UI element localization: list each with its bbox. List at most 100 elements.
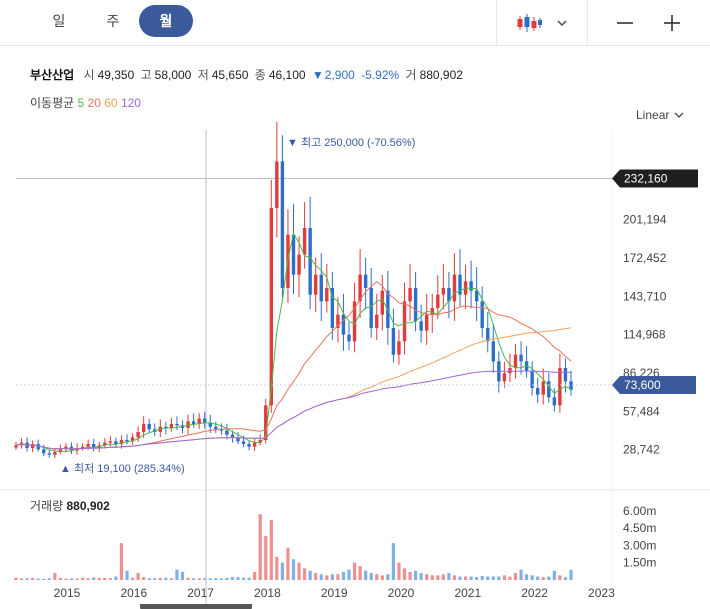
candle-body — [214, 426, 218, 430]
candle-body — [380, 290, 384, 315]
volume-bar — [441, 574, 445, 580]
candle-body — [219, 429, 224, 431]
moving-average-legend: 이동평균 5 20 60 120 — [30, 94, 141, 111]
candle-body — [369, 288, 373, 328]
y-tick-label: 114,968 — [623, 328, 666, 342]
candle-body — [203, 418, 207, 423]
moving-average-line — [15, 281, 572, 450]
low-value: 45,650 — [211, 68, 249, 82]
x-tick-label: 2016 — [120, 586, 147, 600]
volume-bar — [108, 578, 112, 580]
chevron-down-icon — [674, 112, 684, 118]
zoom-out-button[interactable] — [605, 0, 645, 46]
volume-bar — [125, 570, 129, 580]
volume-bar — [402, 568, 407, 580]
volume-bar — [119, 543, 124, 580]
candle-body — [119, 440, 124, 444]
candle-body — [314, 274, 318, 295]
candle-body — [175, 424, 179, 426]
candle-body — [47, 453, 51, 455]
candle-body — [302, 228, 307, 255]
volume-bar — [214, 578, 218, 580]
high-label: 고 — [140, 68, 152, 82]
candle-body — [558, 368, 562, 406]
volume-bar — [31, 577, 35, 580]
volume-bar — [369, 573, 373, 580]
volume-bar — [53, 573, 57, 580]
volume-bar — [358, 566, 362, 580]
candle-body — [225, 430, 229, 435]
candle-body — [14, 445, 18, 448]
volume-bar — [536, 576, 540, 580]
candle-body — [308, 228, 312, 295]
candle-body — [430, 308, 434, 315]
crosshair-price-value: 232,160 — [624, 171, 668, 185]
candle-body — [92, 444, 96, 448]
candle-body — [58, 449, 63, 452]
chart-type-dropdown[interactable] — [497, 0, 587, 46]
candle-body — [458, 274, 462, 295]
volume-bar — [58, 577, 62, 580]
volume-bar — [425, 574, 429, 580]
candle-body — [330, 288, 335, 328]
volume-bar — [397, 562, 401, 580]
volume-bar — [25, 578, 29, 580]
ma-20: 20 — [87, 96, 101, 110]
change-percent: -5.92% — [361, 68, 400, 82]
volume-bar — [569, 569, 573, 580]
candle-body — [297, 254, 301, 275]
candle-body — [125, 440, 129, 442]
plus-icon — [664, 15, 680, 31]
moving-average-line — [15, 231, 572, 453]
volume-bar — [530, 575, 534, 580]
volume-bar — [64, 578, 68, 580]
tab-monthly[interactable]: 월 — [139, 5, 193, 37]
candle-body — [275, 161, 279, 208]
tab-weekly[interactable]: 주 — [106, 13, 120, 29]
x-tick-label: 2023 — [588, 586, 615, 600]
volume-bar — [491, 576, 495, 580]
volume-bar — [525, 574, 529, 580]
volume-bar — [308, 570, 312, 580]
y-tick-label: 143,710 — [623, 289, 667, 303]
tab-daily[interactable]: 일 — [52, 13, 66, 29]
close-value: 46,100 — [268, 68, 306, 82]
volume-bar — [314, 573, 318, 580]
candle-body — [391, 328, 396, 355]
volume-bar — [552, 570, 556, 580]
volume-tick-label: 4.50m — [623, 521, 656, 535]
volume-bar — [247, 577, 251, 580]
volume-bar — [197, 578, 201, 580]
volume-bar — [219, 578, 223, 580]
candle-body — [114, 441, 118, 444]
candle-body — [319, 274, 323, 302]
candle-body — [552, 397, 557, 406]
volume-bar — [280, 562, 284, 580]
candle-body — [53, 452, 57, 455]
change-value: 2,900 — [324, 68, 355, 82]
stock-name: 부산산업 — [30, 68, 75, 82]
candle-body — [147, 424, 151, 430]
x-tick-label: 2015 — [54, 586, 81, 600]
volume-bar — [92, 577, 96, 580]
candle-body — [436, 294, 440, 308]
volume-label: 거 — [405, 68, 417, 82]
volume-bar — [475, 577, 479, 580]
volume-bar — [130, 577, 135, 580]
timeline-scrollbar — [140, 604, 252, 609]
volume-bar — [408, 571, 412, 580]
volume-bar — [447, 573, 451, 580]
high-value: 58,000 — [154, 68, 192, 82]
volume-bar — [114, 576, 118, 580]
volume-bar — [103, 577, 107, 580]
zoom-in-button[interactable] — [652, 0, 692, 46]
ma-60: 60 — [104, 96, 118, 110]
volume-bar — [508, 576, 512, 580]
volume-bar — [236, 577, 240, 580]
volume-bar — [414, 570, 418, 580]
candle-body — [480, 301, 484, 328]
scale-toggle[interactable]: Linear — [636, 108, 684, 122]
candle-body — [42, 449, 46, 454]
volume-bar — [253, 571, 257, 580]
